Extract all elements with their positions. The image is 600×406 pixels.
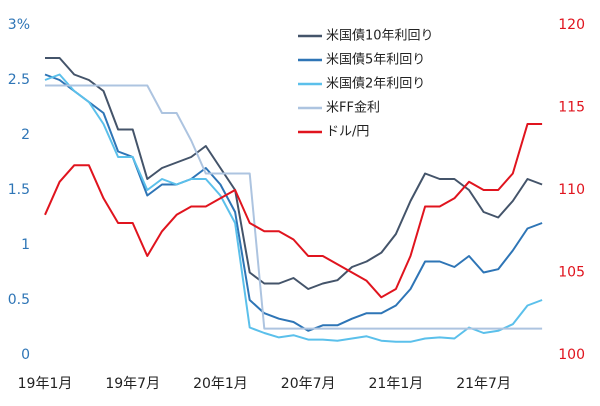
y-tick-label: 1 <box>21 237 30 253</box>
x-tick-label: 19年7月 <box>105 376 160 392</box>
y2-tick-label: 115 <box>558 100 585 116</box>
x-tick-label: 20年7月 <box>281 376 336 392</box>
y-tick-label: 2.5 <box>8 72 30 88</box>
y2-tick-label: 110 <box>558 182 585 198</box>
x-tick-label: 20年1月 <box>193 376 248 392</box>
y-tick-label: 0.5 <box>8 292 30 308</box>
series-line <box>45 57 543 290</box>
y-tick-label: 1.5 <box>8 182 30 198</box>
legend-label: 米FF金利 <box>326 100 380 116</box>
y-tick-label: 2 <box>21 127 30 143</box>
series-line <box>44 123 543 299</box>
legend-label: ドル/円 <box>326 125 369 140</box>
x-tick-label: 21年1月 <box>369 376 424 392</box>
legend-label: 米国債5年利回り <box>326 53 425 68</box>
legend-label: 米国債2年利回り <box>326 77 425 92</box>
x-tick-label: 19年1月 <box>18 376 73 392</box>
y-tick-label: 0 <box>21 347 30 363</box>
y2-tick-label: 100 <box>558 347 585 363</box>
series-line <box>44 73 543 343</box>
series-line <box>44 73 543 332</box>
legend-label: 米国債10年利回り <box>326 29 434 44</box>
y2-tick-label: 120 <box>558 17 585 33</box>
x-tick-label: 21年7月 <box>456 376 511 392</box>
y-tick-label: 3% <box>8 17 30 33</box>
series-line <box>45 84 543 330</box>
y2-tick-label: 105 <box>558 265 585 281</box>
